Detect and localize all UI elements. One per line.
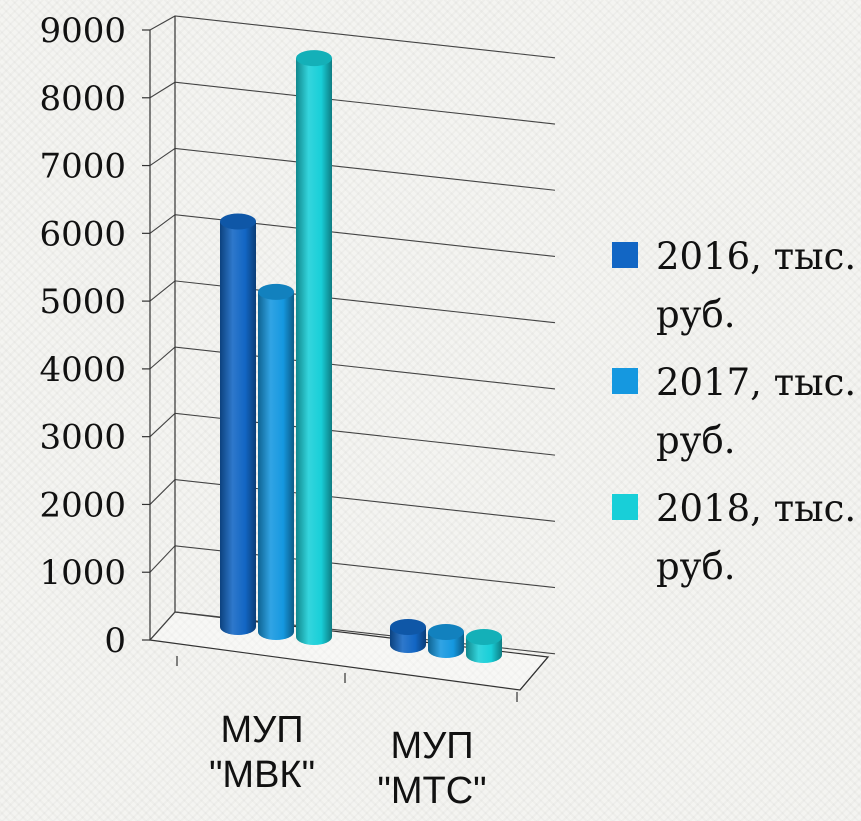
gridline-6000 [149, 214, 556, 258]
gridline-5000 [149, 280, 556, 324]
gridline-3000 [149, 412, 556, 456]
category-label-2-line2: "МТС" [377, 770, 486, 812]
gridline-7000 [149, 147, 556, 191]
bar-муп-мвк-2018-body [296, 58, 332, 646]
legend-label-2018-line1: 2018, тыс. [656, 487, 857, 530]
x-category-labels: МУП"МВК"МУП"МТС" [209, 709, 487, 812]
gridline-9000 [149, 15, 556, 59]
legend-label-2017-line2: руб. [656, 419, 736, 462]
bar-муп-мтс-2017 [428, 624, 464, 658]
legend-label-2016-line2: руб. [656, 293, 736, 336]
floor-right-edge [519, 656, 549, 691]
gridline-4000 [149, 346, 556, 390]
bar-муп-мвк-2018-top [296, 50, 332, 67]
axes [142, 16, 549, 702]
legend-swatch-2018 [612, 494, 638, 520]
category-label-1-line2: "МВК" [209, 754, 315, 796]
y-tick-label-6000: 6000 [39, 214, 126, 254]
bar-муп-мвк-2017-body [258, 291, 294, 640]
legend-swatch-2016 [612, 242, 638, 268]
gridline-1000 [149, 545, 556, 589]
y-tick-label-9000: 9000 [39, 11, 126, 51]
bars [220, 50, 502, 663]
legend-label-2017-line1: 2017, тыс. [656, 361, 857, 404]
bar-муп-мтс-2018 [466, 629, 502, 663]
category-label-2-line1: МУП [390, 725, 473, 767]
legend: 2016, тыс. руб. 2017, тыс. руб. 2018, ты… [612, 228, 861, 606]
bar-муп-мвк-2017 [258, 283, 294, 640]
category-label-1-line1: МУП [220, 709, 303, 751]
bar-муп-мтс-2016 [390, 619, 426, 653]
bar-муп-мвк-2016-top [220, 213, 256, 230]
legend-item-2016: 2016, тыс. руб. [612, 228, 861, 344]
gridline-8000 [149, 81, 556, 125]
legend-label-2016-line1: 2016, тыс. [656, 235, 857, 278]
legend-label-2018-line2: руб. [656, 545, 736, 588]
y-tick-label-1000: 1000 [39, 553, 126, 593]
y-tick-label-3000: 3000 [39, 418, 126, 458]
bar-муп-мвк-2018 [296, 50, 332, 646]
legend-item-2017: 2017, тыс. руб. [612, 354, 861, 470]
y-tick-labels: 0 1000 2000 3000 4000 5000 6000 7000 8000 9000 [39, 11, 126, 661]
y-tick-label-4000: 4000 [39, 350, 126, 390]
bar-муп-мвк-2016 [220, 213, 256, 636]
bar-муп-мтс-2018-top [466, 629, 502, 645]
bar-муп-мтс-2016-top [390, 619, 426, 635]
y-tick-label-2000: 2000 [39, 485, 126, 525]
legend-swatch-2017 [612, 368, 638, 394]
y-tick-label-7000: 7000 [39, 147, 126, 187]
gridlines [149, 15, 556, 655]
y-tick-label-5000: 5000 [39, 282, 126, 322]
bar-муп-мвк-2016-body [220, 221, 256, 636]
y-tick-label-8000: 8000 [39, 79, 126, 119]
bar-муп-мвк-2017-top [258, 283, 294, 300]
bar-муп-мтс-2017-top [428, 624, 464, 640]
y-tick-label-0: 0 [104, 621, 126, 661]
legend-item-2018: 2018, тыс. руб. [612, 480, 861, 596]
gridline-2000 [149, 478, 556, 522]
